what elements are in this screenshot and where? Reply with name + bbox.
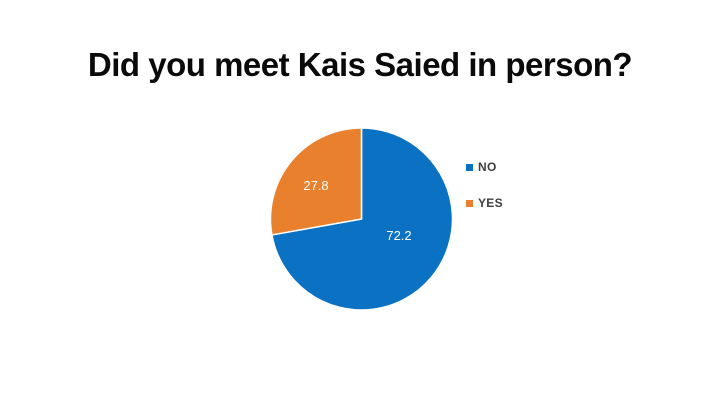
chart-legend: NO YES bbox=[466, 160, 503, 232]
legend-label-yes: YES bbox=[478, 196, 503, 210]
legend-label-no: NO bbox=[478, 160, 497, 174]
pie-slice-yes[interactable] bbox=[269, 127, 363, 236]
legend-item-no[interactable]: NO bbox=[466, 160, 503, 174]
pie-data-label-yes: 27.8 bbox=[303, 178, 328, 193]
chart-title: Did you meet Kais Saied in person? bbox=[87, 46, 633, 83]
legend-item-yes[interactable]: YES bbox=[466, 196, 503, 210]
pie-data-label-no: 72.2 bbox=[386, 228, 411, 243]
legend-swatch-yes-icon bbox=[466, 199, 473, 207]
legend-swatch-no-icon bbox=[466, 163, 473, 171]
